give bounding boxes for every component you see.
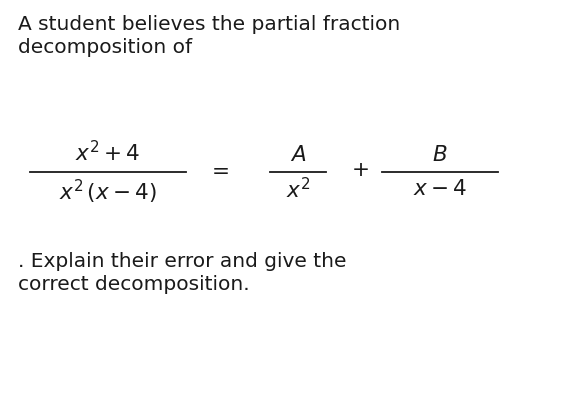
Text: correct decomposition.: correct decomposition. [18,275,250,294]
Text: $B$: $B$ [432,144,448,166]
Text: A student believes the partial fraction: A student believes the partial fraction [18,15,401,34]
Text: $x - 4$: $x - 4$ [413,178,467,200]
Text: $x^2 + 4$: $x^2 + 4$ [75,141,141,166]
Text: $=$: $=$ [207,159,229,181]
Text: . Explain their error and give the: . Explain their error and give the [18,252,346,271]
Text: $+$: $+$ [351,160,369,180]
Text: $A$: $A$ [290,144,306,166]
Text: $x^2\,(x - 4)$: $x^2\,(x - 4)$ [59,178,157,206]
Text: decomposition of: decomposition of [18,38,192,57]
Text: $x^2$: $x^2$ [286,178,310,203]
